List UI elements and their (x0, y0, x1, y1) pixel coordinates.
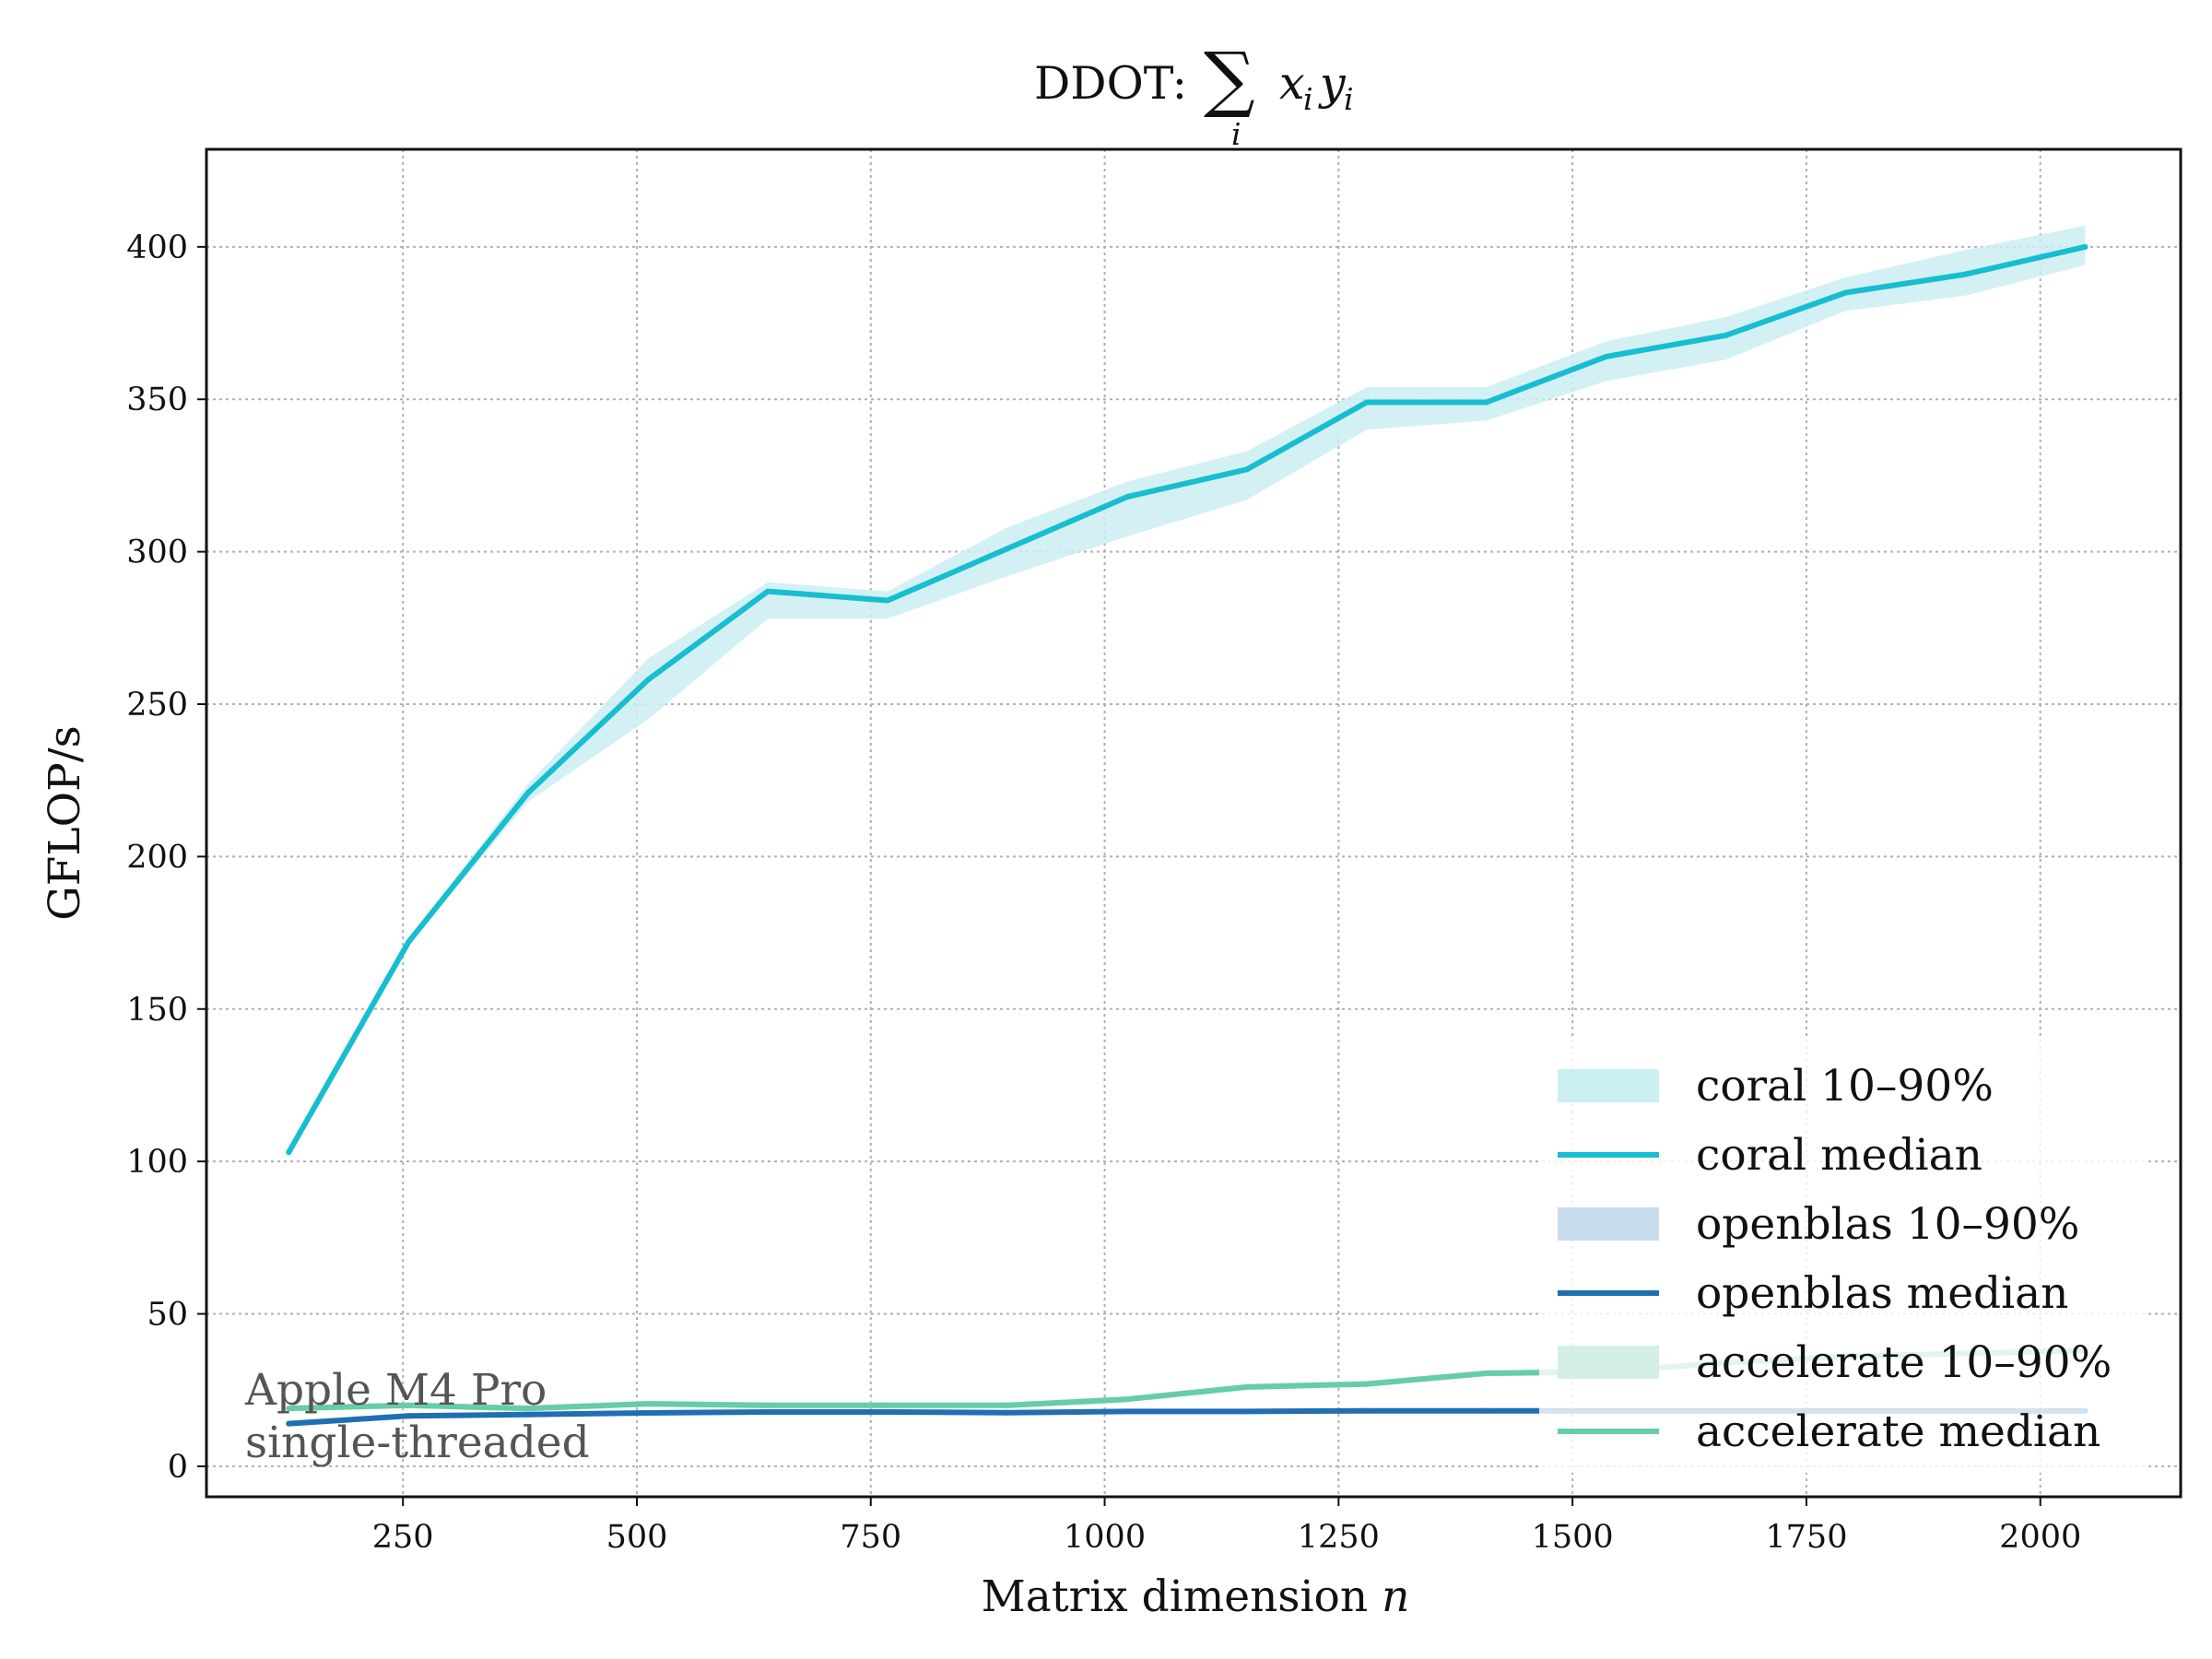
y-tick-label: 100 (126, 1144, 188, 1181)
data-point-accelerate (406, 1402, 412, 1408)
legend-background (1539, 1040, 2147, 1473)
data-point-openblas (1124, 1408, 1130, 1415)
legend-swatch-band (1558, 1069, 1659, 1102)
data-point-coral (286, 1149, 292, 1156)
data-point-coral (1962, 271, 1969, 277)
data-point-openblas (1483, 1407, 1489, 1414)
y-tick-label: 50 (147, 1297, 188, 1334)
data-point-coral (1603, 353, 1609, 359)
plot-frame (205, 147, 2183, 1499)
data-point-openblas (525, 1411, 532, 1418)
data-point-accelerate (1124, 1396, 1130, 1403)
x-tick-label: 2000 (1999, 1519, 2081, 1556)
data-point-coral (1723, 332, 1729, 338)
legend-swatch-band (1558, 1346, 1659, 1379)
data-point-coral (525, 789, 532, 795)
data-point-coral (765, 588, 771, 594)
legend-label: coral 10–90% (1696, 1061, 1994, 1112)
x-tick-label: 1250 (1298, 1519, 1380, 1556)
y-tick-label: 300 (126, 535, 188, 571)
y-axis-label: GFLOP/s (40, 725, 90, 920)
data-point-coral (645, 677, 652, 683)
data-point-coral (1483, 399, 1489, 406)
grid-lines (206, 149, 2181, 1497)
data-point-coral (1004, 546, 1010, 552)
title-term-x-subscript: i (1303, 81, 1313, 117)
legend-label: coral median (1696, 1130, 1983, 1181)
data-point-openblas (1363, 1407, 1370, 1414)
legend: coral 10–90% coral median openblas 10–90% o… (1539, 1040, 2147, 1473)
y-tick-label: 350 (126, 382, 188, 418)
title-term-x: x (1279, 57, 1305, 110)
data-point-coral (1842, 289, 1849, 296)
data-point-openblas (406, 1413, 412, 1419)
legend-label: openblas 10–90% (1696, 1199, 2079, 1250)
title-term-y-subscript: i (1344, 81, 1354, 117)
chart-title-prefix: DDOT: (1034, 57, 1187, 110)
data-point-openblas (1243, 1408, 1250, 1415)
title-sum-operator: ∑ (1204, 38, 1255, 121)
x-tick-label: 250 (372, 1519, 434, 1556)
y-tick-label: 150 (126, 992, 188, 1029)
annotation-line-1: Apple M4 Pro (244, 1365, 547, 1416)
x-tick-label: 1750 (1765, 1519, 1847, 1556)
data-point-accelerate (885, 1402, 891, 1408)
data-point-accelerate (1004, 1402, 1010, 1408)
data-point-accelerate (525, 1406, 532, 1412)
data-point-accelerate (645, 1401, 652, 1407)
legend-label: accelerate median (1696, 1406, 2100, 1457)
data-point-openblas (885, 1409, 891, 1416)
data-point-openblas (645, 1410, 652, 1417)
y-tick-label: 250 (126, 687, 188, 724)
axis-ticks: 250 500 750 1000 1250 1500 1750 2000 0 50 100 150 20… (126, 229, 2081, 1556)
data-point-coral (1243, 466, 1250, 473)
data-point-accelerate (1483, 1371, 1489, 1377)
x-axis-label: Matrix dimension n (982, 1571, 1410, 1622)
data-point-coral (1363, 399, 1370, 406)
data-point-accelerate (286, 1406, 292, 1412)
data-point-coral (1124, 494, 1130, 500)
data-point-coral (2082, 243, 2088, 250)
data-point-accelerate (765, 1402, 771, 1408)
legend-label: openblas median (1696, 1268, 2068, 1319)
data-point-coral (885, 597, 891, 604)
chart-title: DDOT: ∑ i x i y i (1034, 38, 1354, 152)
x-axis-label-variable: n (1382, 1571, 1409, 1622)
series-line-coral (286, 243, 2088, 1156)
legend-label: accelerate 10–90% (1696, 1337, 2112, 1388)
data-point-openblas (765, 1409, 771, 1416)
y-tick-label: 200 (126, 839, 188, 876)
x-axis-label-text: Matrix dimension (982, 1571, 1368, 1622)
data-point-accelerate (1363, 1381, 1370, 1387)
x-tick-label: 1500 (1532, 1519, 1614, 1556)
annotation-line-2: single-threaded (245, 1418, 590, 1468)
title-sum-subscript: i (1231, 116, 1241, 152)
x-tick-label: 750 (840, 1519, 901, 1556)
title-term-y: y (1318, 57, 1347, 110)
x-tick-label: 500 (606, 1519, 668, 1556)
data-point-coral (406, 939, 412, 945)
legend-swatch-band (1558, 1207, 1659, 1241)
data-point-openblas (1004, 1409, 1010, 1416)
y-tick-label: 0 (168, 1449, 188, 1486)
data-point-accelerate (1243, 1383, 1250, 1390)
band-coral-10-90 (288, 225, 2086, 1156)
y-tick-label: 400 (126, 229, 188, 266)
data-point-openblas (286, 1420, 292, 1427)
x-tick-label: 1000 (1064, 1519, 1146, 1556)
